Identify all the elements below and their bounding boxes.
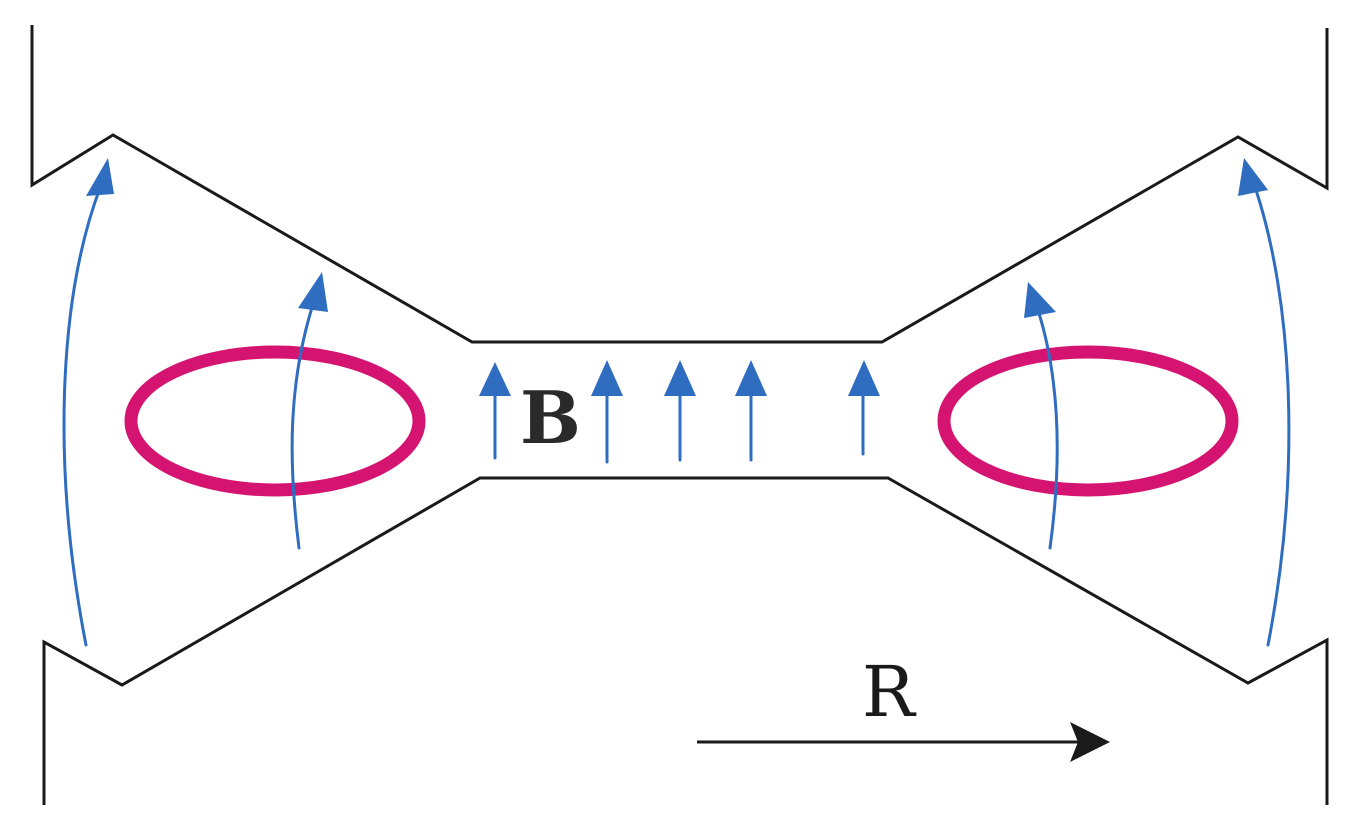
field-arrowhead-center-5 [848,360,880,396]
left-current-loop [124,345,426,497]
field-arrowhead-left-outer [86,158,114,196]
field-arrowhead-center-2 [591,360,623,396]
field-line-left-inner [290,296,317,550]
field-line-left-outer [62,186,102,647]
field-arrowhead-right-outer [1238,158,1268,196]
field-arrowhead-right-inner [1024,282,1056,318]
upper-wall-outline [30,25,1329,344]
field-line-right-inner [1036,308,1059,550]
field-line-right-outer [1254,188,1291,647]
right-current-loop [937,345,1239,497]
lower-wall-outline [42,476,1329,805]
radial-axis-label: R [862,651,917,733]
field-label: B [520,375,581,460]
field-lines [62,158,1291,647]
radial-axis-arrowhead [1070,722,1110,762]
field-arrowhead-center-4 [735,360,767,396]
field-arrowhead-center-1 [479,362,511,396]
field-arrowhead-left-inner [298,272,328,312]
field-arrowhead-center-3 [664,360,696,396]
